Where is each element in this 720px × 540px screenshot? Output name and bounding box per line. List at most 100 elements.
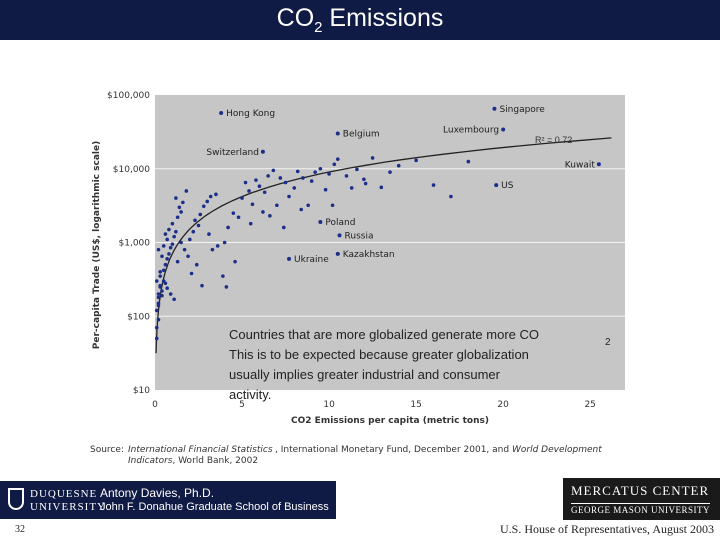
data-points [154,106,601,341]
data-point [175,215,180,220]
data-point [208,194,213,199]
data-point [172,234,176,239]
source-label: Source: [90,445,124,455]
data-point [184,189,189,193]
data-point [207,232,211,236]
trendline [155,137,612,354]
data-point [165,286,169,291]
data-point [236,215,241,220]
data-point [466,159,471,164]
presenter-name: Antony Davies, Ph.D. [100,486,215,500]
data-point [179,210,183,214]
mercatus-wordmark: MERCATUS CENTER [571,483,710,498]
data-point [156,292,161,296]
data-point [160,254,164,259]
data-point [163,232,168,236]
data-point [224,285,229,289]
data-point [189,271,194,276]
data-point [210,247,215,252]
labeled-point [494,183,499,188]
data-point [177,205,182,210]
data-point [295,169,300,174]
caption-line-3: usually implies greater industrial and c… [229,367,500,382]
data-point [161,244,166,248]
duquesne-crest-icon [8,488,24,510]
labeled-point [335,251,340,256]
data-point [396,163,401,168]
data-point [283,180,288,185]
data-point [257,184,262,188]
data-point [254,178,258,182]
university-wordmark: UNIVERSITY [30,501,106,513]
title-bar: CO2 Emissions [0,0,720,40]
data-point [194,262,199,267]
y-tick-label: $10 [133,386,150,396]
data-point [168,292,173,296]
data-point [168,245,173,250]
x-axis-title: CO2 Emissions per capita (metric tons) [291,416,489,426]
data-point [266,174,270,178]
data-point [261,210,265,214]
data-point [268,214,272,218]
source-ref-3: World Development [512,445,602,455]
x-tick-label: 25 [584,400,595,410]
data-point [201,204,206,209]
data-point [193,218,197,223]
data-point [221,274,225,278]
point-label: Kazakhstan [343,250,395,260]
gridlines [155,168,625,317]
point-labels: Hong Kong Singapore Belgium Luxembourg Switz… [206,105,595,265]
labeled-point [335,131,340,136]
data-point [154,336,159,341]
data-point [309,179,314,183]
data-point [226,225,230,230]
data-point [156,247,161,252]
data-point [160,293,164,298]
data-point [154,308,159,313]
data-point [163,262,168,267]
data-point [158,270,163,274]
data-point [275,203,279,208]
data-point [158,283,163,288]
data-point [172,297,176,302]
slide-title: CO2 Emissions [276,4,444,36]
data-point [313,170,317,174]
data-point [282,225,286,230]
gmu-wordmark: GEORGE MASON UNIVERSITY [571,503,710,515]
data-point [262,190,267,195]
labeled-point [596,162,601,167]
y-axis-title: Per-capita Trade (US$, logarithmic scale… [92,141,102,349]
data-point [182,247,187,252]
labeled-point [318,219,323,224]
point-label: Switzerland [206,148,259,158]
source-ref-1-line2: Indicators, World Bank, 2002 [128,456,259,466]
labeled-point [219,111,224,116]
data-point [250,202,255,207]
data-point [186,254,190,259]
data-point [449,194,453,199]
data-point [327,172,331,176]
source-ref-2: , International Monetary Fund, December … [275,445,510,455]
data-point [318,166,323,171]
data-point [179,240,183,245]
x-tick-label: 5 [239,400,245,410]
data-point [362,177,366,182]
data-point [231,211,236,215]
footer-note: U.S. House of Representatives, August 20… [500,522,714,536]
data-point [332,162,337,167]
data-point [154,279,159,283]
x-tick-label: 20 [497,400,509,410]
source-ref-1: International Financial Statistics [128,445,273,455]
r-squared-label: R² = 0.72 [535,135,572,145]
data-point [196,223,201,228]
data-point [247,189,251,193]
mercatus-logo: MERCATUS CENTER GEORGE MASON UNIVERSITY [563,478,720,520]
data-point [174,229,178,234]
data-point [214,192,218,197]
data-point [233,259,237,264]
data-point [160,289,164,293]
data-point [287,194,291,199]
data-point [181,200,185,205]
data-point [344,174,349,178]
data-point [163,281,168,286]
